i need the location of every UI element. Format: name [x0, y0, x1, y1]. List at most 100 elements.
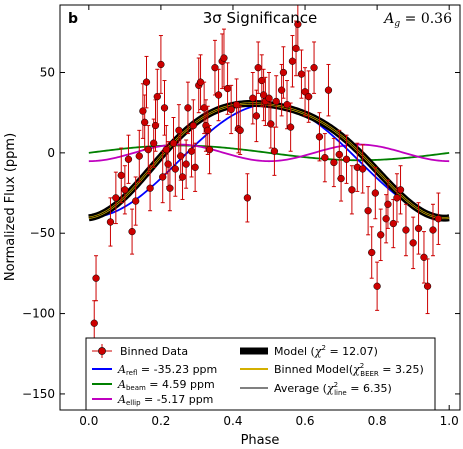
- data-point: [157, 35, 165, 94]
- data-marker: [382, 215, 390, 223]
- data-marker: [377, 231, 385, 239]
- y-tick-label: −150: [22, 387, 55, 401]
- data-point: [272, 75, 280, 128]
- legend-binned-model-chi: χ: [352, 363, 361, 376]
- data-point: [128, 208, 136, 255]
- data-point: [371, 166, 379, 220]
- data-marker: [177, 152, 185, 160]
- x-tick-label: 0.2: [151, 414, 170, 428]
- data-point: [267, 99, 275, 149]
- data-marker: [279, 68, 288, 77]
- data-marker: [434, 215, 443, 223]
- data-point: [409, 216, 417, 270]
- svg-text:Abeam = 4.59 ppm: Abeam = 4.59 ppm: [117, 378, 215, 392]
- data-marker: [139, 107, 147, 115]
- data-point: [121, 165, 129, 215]
- axis-ticks: 0.0 0.2 0.4 0.6 0.8 1.0 −150 −100 −50 0 50: [22, 5, 460, 428]
- data-marker: [384, 200, 392, 208]
- legend-ellip-sub: ellip: [126, 399, 141, 407]
- data-point: [182, 139, 190, 189]
- data-point: [402, 203, 410, 257]
- y-tick-label: 50: [40, 66, 55, 80]
- data-point: [310, 41, 318, 94]
- data-marker: [227, 105, 235, 114]
- data-point: [324, 63, 333, 117]
- data-marker: [423, 282, 432, 290]
- data-marker: [324, 86, 333, 94]
- y-tick-label: 0: [47, 146, 55, 160]
- data-marker: [265, 94, 273, 102]
- x-tick-label: 0.8: [368, 414, 387, 428]
- data-point: [214, 68, 223, 122]
- legend-refl: Arefl = -35.23 ppm: [92, 363, 217, 377]
- data-point: [368, 226, 376, 279]
- legend-beam: Abeam = 4.59 ppm: [92, 378, 215, 392]
- data-marker: [157, 60, 165, 69]
- x-axis-label: Phase: [241, 433, 280, 448]
- data-point: [396, 165, 405, 215]
- data-point: [384, 179, 392, 229]
- legend-binned-model-prefix: Binned Model(: [274, 363, 353, 376]
- data-marker: [243, 194, 252, 202]
- data-point: [294, 5, 302, 51]
- panel-label: b: [68, 11, 78, 27]
- data-point: [252, 89, 261, 143]
- data-marker: [182, 160, 190, 168]
- data-marker: [151, 121, 160, 130]
- legend-model-prefix: Model (: [274, 345, 315, 358]
- legend-ellip-symbol: A: [117, 393, 126, 406]
- data-marker: [106, 218, 115, 226]
- data-points: [90, 5, 443, 347]
- legend-average: Average (χ2 line = 6.35): [240, 381, 392, 397]
- data-point: [124, 134, 133, 184]
- data-marker: [294, 20, 302, 28]
- data-marker: [211, 64, 219, 72]
- data-marker: [90, 319, 98, 327]
- legend-beam-value: = 4.59 ppm: [146, 378, 215, 391]
- data-point: [265, 72, 273, 125]
- x-tick-label: 1.0: [440, 414, 459, 428]
- legend-ellip: Aellip = -5.17 ppm: [92, 393, 213, 407]
- legend-average-chi: χ: [326, 382, 335, 395]
- svg-text:Arefl = -35.23 ppm: Arefl = -35.23 ppm: [117, 363, 217, 377]
- data-marker: [204, 126, 212, 135]
- legend-binned-data-label: Binned Data: [120, 345, 188, 358]
- data-point: [279, 46, 288, 99]
- data-marker: [342, 155, 351, 163]
- data-marker: [191, 163, 199, 171]
- data-point: [342, 134, 351, 184]
- data-marker: [283, 100, 291, 109]
- y-tick-label: −100: [22, 307, 55, 321]
- data-point: [146, 165, 154, 212]
- data-marker: [371, 189, 379, 197]
- data-marker: [364, 207, 372, 215]
- data-marker: [128, 227, 136, 236]
- data-point: [348, 165, 356, 215]
- data-marker: [236, 126, 244, 135]
- legend-average-sub: line: [334, 389, 347, 397]
- data-marker: [359, 165, 367, 173]
- legend-binned-model: Binned Model(χ2 BEER = 3.25): [240, 362, 424, 378]
- data-point: [434, 192, 443, 245]
- data-point: [132, 176, 140, 226]
- y-tick-label: −50: [30, 226, 55, 240]
- data-point: [321, 133, 329, 183]
- data-point: [429, 203, 437, 257]
- data-point: [160, 80, 169, 136]
- data-marker: [348, 186, 356, 194]
- data-marker: [396, 186, 405, 194]
- data-marker: [337, 174, 345, 183]
- legend-model-chi: χ: [314, 345, 323, 358]
- data-point: [159, 150, 167, 204]
- data-marker: [335, 150, 343, 159]
- x-tick-label: 0.0: [79, 414, 98, 428]
- data-point: [297, 49, 306, 99]
- data-marker: [160, 104, 169, 112]
- data-point: [373, 261, 381, 311]
- data-point: [377, 208, 385, 262]
- data-marker: [135, 152, 143, 160]
- data-marker: [304, 92, 313, 101]
- x-tick-label: 0.6: [295, 414, 314, 428]
- chart-title: 3σ Significance: [203, 9, 318, 27]
- legend-model-sup: 2: [322, 344, 326, 352]
